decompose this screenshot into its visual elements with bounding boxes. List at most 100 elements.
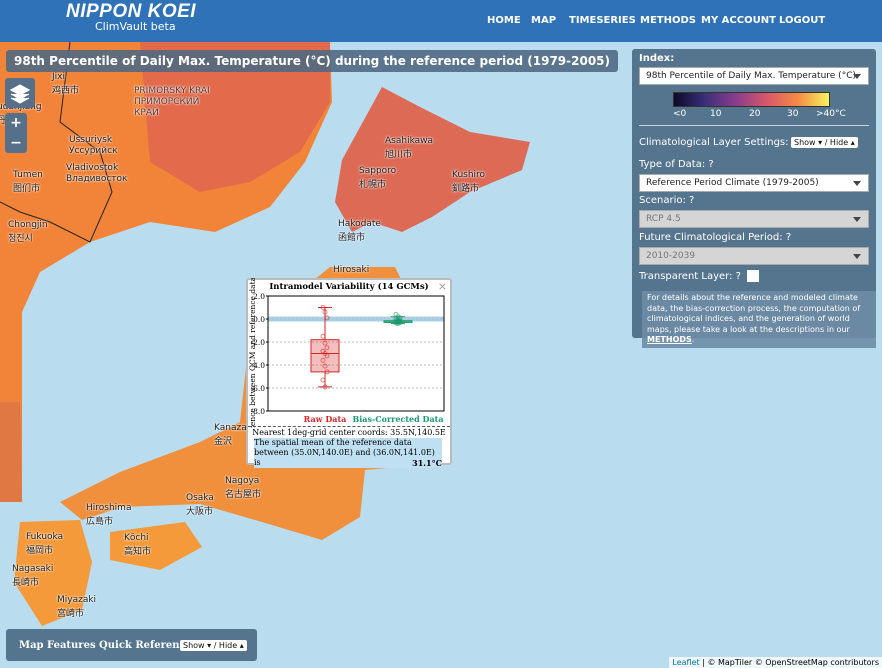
info-text: . — [691, 335, 695, 344]
point — [320, 305, 326, 310]
toggle-button[interactable]: Show ▾ / Hide ▴ — [791, 137, 858, 148]
navbar: NIPPON KOEI ClimVault beta HOME MAP TIMESE… — [0, 0, 882, 42]
point — [324, 315, 330, 321]
place-label: Hirosaki — [333, 265, 370, 275]
place-label: 金沢 — [214, 437, 233, 447]
nav-link[interactable]: TIMESERIES — [569, 15, 636, 26]
label: Type of Data: ? — [639, 159, 714, 170]
y-tick-label: -8.0 — [251, 407, 266, 416]
place-label: КРАЙ — [134, 108, 159, 118]
product-name: ClimVault beta — [95, 20, 176, 33]
label-text: Scenario: — [639, 195, 686, 206]
brand[interactable]: NIPPON KOEI — [66, 1, 197, 22]
place-label: 旭川市 — [385, 150, 413, 160]
layers-icon — [9, 84, 31, 104]
checkbox[interactable] — [747, 270, 759, 282]
place-label: Владивосток — [66, 174, 128, 184]
place-label: Vladivostok — [66, 163, 119, 173]
point — [322, 363, 328, 369]
label: Transparent Layer: ? — [639, 271, 741, 282]
help-icon[interactable]: ? — [735, 271, 741, 282]
place-label: 청진시 — [8, 234, 33, 244]
place-label: Уссурийск — [69, 146, 118, 156]
plot-frame — [267, 295, 445, 412]
help-icon[interactable]: ? — [708, 159, 714, 170]
close-button[interactable]: × — [437, 280, 447, 293]
popup: × Nearest 1deg-grid center coords: 35.5N… — [246, 278, 452, 468]
y-tick-label: -4.0 — [251, 361, 266, 370]
settings-panel: Index: 98th Percentile of Daily Max. Tem… — [632, 49, 876, 348]
y-tick-label: -2.0 — [251, 338, 266, 347]
help-icon[interactable]: ? — [785, 232, 792, 243]
colorbar-label: 20 — [749, 109, 761, 119]
point — [320, 357, 326, 363]
label-text: Type of Data: — [639, 159, 706, 170]
quick-reference-panel: Map Features Quick Reference Show ▾ / Hi… — [6, 629, 257, 661]
y-axis-label: Difference between GCM and reference dat… — [248, 278, 257, 428]
quick-reference-title: Map Features Quick Reference — [19, 640, 193, 651]
place-label: 图们市 — [13, 184, 41, 194]
label: Index: — [639, 53, 675, 64]
y-tick-label: 0.0 — [253, 315, 265, 324]
label: Climatological Layer Settings: — [639, 137, 789, 148]
place-label: 函館市 — [338, 233, 366, 243]
colorbar-label: 10 — [710, 109, 722, 119]
zoom-in[interactable]: + — [10, 115, 22, 131]
zoom-out[interactable]: − — [10, 135, 22, 151]
point — [322, 309, 328, 315]
label-text: Future Climatological Period: — [639, 232, 783, 243]
place-label: Asahikawa — [385, 136, 434, 146]
nav-link[interactable]: MAP — [531, 15, 557, 26]
coords-text: Nearest 1deg-grid center coords: 35.5N,1… — [248, 426, 450, 437]
leaflet-link[interactable]: Leaflet — [672, 658, 700, 667]
point — [322, 384, 328, 390]
place-label: Ussuriysk — [69, 135, 113, 145]
mean-text: The spatial mean of the reference data b… — [254, 438, 442, 468]
chart-title: Intramodel Variability (14 GCMs) — [269, 281, 428, 292]
nav-link[interactable]: MY ACCOUNT — [701, 15, 776, 26]
place-label: Osaka — [186, 493, 214, 503]
point — [320, 333, 326, 339]
colorbar-label: 30 — [787, 109, 799, 119]
methods-link[interactable]: METHODS — [647, 335, 692, 344]
chart: Intramodel Variability (14 GCMs) Differen… — [248, 278, 445, 428]
land — [110, 522, 202, 570]
period-select: 2010-2039 — [639, 247, 869, 265]
nav-link[interactable]: LOGOUT — [779, 15, 826, 26]
nav-link[interactable]: HOME — [487, 15, 521, 26]
y-tick-label: -6.0 — [251, 384, 266, 393]
layers-button[interactable] — [5, 78, 35, 108]
place-label: 高知市 — [124, 547, 152, 557]
place-label: Fukuoka — [26, 532, 64, 542]
colorbar-label: <0 — [673, 109, 687, 119]
point — [324, 345, 330, 351]
colorbar-label: >40°C — [816, 109, 846, 119]
index-select[interactable]: 98th Percentile of Daily Max. Temperatur… — [639, 67, 869, 85]
info-box: For details about the reference and mode… — [642, 291, 876, 348]
divider — [639, 125, 869, 126]
place-label: Kanaza — [214, 423, 247, 433]
land — [335, 87, 530, 232]
place-label: Hiroshima — [86, 503, 132, 513]
label: Scenario: ? — [639, 195, 694, 206]
attribution: Leaflet | © MapTiler © OpenStreetMap con… — [669, 657, 882, 668]
toggle-button[interactable]: Show ▾ / Hide ▴ — [180, 640, 247, 651]
land — [140, 42, 330, 192]
place-label: Hakodate — [338, 219, 381, 229]
place-label: Chongjin — [8, 220, 48, 230]
place-label: 釧路市 — [452, 184, 480, 194]
nav-link[interactable]: METHODS — [640, 15, 696, 26]
type-select[interactable]: Reference Period Climate (1979-2005) — [639, 174, 869, 192]
point — [320, 377, 326, 383]
x-tick-label: Bias-Corrected Data — [352, 414, 443, 424]
point — [324, 353, 330, 359]
place-label: Kōchi — [124, 533, 149, 543]
label-text: Transparent Layer: — [639, 271, 733, 282]
info-text: For details about the reference and mode… — [647, 293, 861, 334]
place-label: 福岡市 — [26, 546, 54, 556]
place-label: Nagasaki — [12, 564, 54, 574]
help-icon[interactable]: ? — [689, 195, 695, 206]
place-label: 長崎市 — [12, 578, 40, 588]
place-label: 鸡西市 — [52, 86, 80, 96]
